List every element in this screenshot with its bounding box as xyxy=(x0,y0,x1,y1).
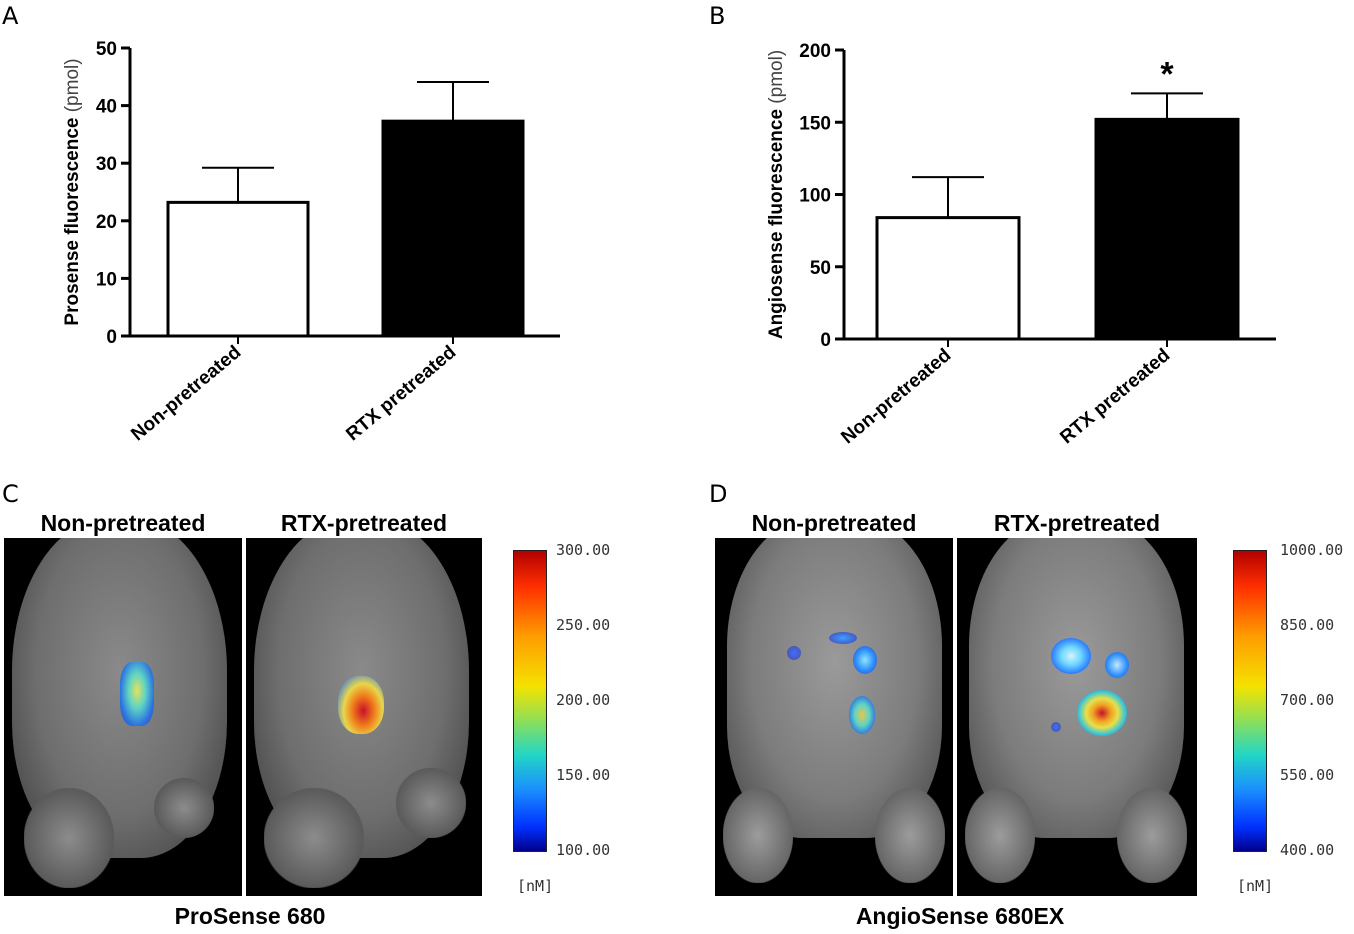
mouse-leg xyxy=(396,768,466,838)
y-tick-label: 200 xyxy=(799,41,831,62)
panel-d-scale-tick: 700.00 xyxy=(1280,691,1335,709)
mouse-leg xyxy=(875,788,945,883)
panel-d-right-image xyxy=(957,538,1197,896)
fluorescence-signal xyxy=(1077,690,1127,736)
panel-c-scale-tick: 100.00 xyxy=(556,841,611,859)
mouse-leg xyxy=(264,788,364,888)
panel-d-scale-tick: 400.00 xyxy=(1280,841,1335,859)
panel-d-unit: [nM] xyxy=(1237,877,1274,895)
panel-d-caption: AngioSense 680EX xyxy=(855,903,1065,929)
mouse-leg xyxy=(154,778,214,838)
bar xyxy=(1094,117,1240,341)
y-tick-label: 0 xyxy=(106,327,117,348)
panel-letter-b: B xyxy=(709,2,726,30)
x-tick-label: RTX pretreated xyxy=(1056,345,1174,449)
y-tick-label: 50 xyxy=(96,39,117,60)
mouse-leg xyxy=(723,788,793,883)
fluorescence-signal xyxy=(1051,722,1061,732)
mouse-leg xyxy=(965,788,1035,883)
y-tick-label: 20 xyxy=(96,212,117,233)
y-tick-label: 0 xyxy=(820,330,831,351)
y-tick-label: 150 xyxy=(799,113,831,134)
y-tick-label: 50 xyxy=(810,258,831,279)
panel-c-right-title: RTX-pretreated xyxy=(280,510,448,536)
panel-c-left-image xyxy=(4,538,242,896)
significance-marker: * xyxy=(1160,55,1174,93)
panel-d-scale-tick: 1000.00 xyxy=(1280,541,1344,559)
panel-c-left-title: Non-pretreated xyxy=(40,510,206,536)
fluorescence-signal xyxy=(338,676,384,734)
panel-c-scale-tick: 250.00 xyxy=(556,616,611,634)
chart-a-prosense: 0 10 20 30 40 50 Prosense fluorescence (pmol) N… xyxy=(62,39,560,446)
bar xyxy=(166,200,310,338)
panel-d-scale-tick: 550.00 xyxy=(1280,766,1335,784)
y-tick-label: 10 xyxy=(96,269,117,290)
fluorescence-signal xyxy=(849,696,875,734)
bar xyxy=(875,216,1021,341)
bar xyxy=(381,119,525,338)
mouse-leg xyxy=(1117,788,1187,883)
y-tick-label: 30 xyxy=(96,154,117,175)
panel-c-caption: ProSense 680 xyxy=(174,903,326,929)
fluorescence-signal xyxy=(120,662,154,726)
panel-d-right-title: RTX-pretreated xyxy=(993,510,1161,536)
panel-d-left-image xyxy=(715,538,953,896)
panel-d-scale-tick: 850.00 xyxy=(1280,616,1335,634)
panel-c-scale-tick: 150.00 xyxy=(556,766,611,784)
panel-letter-a: A xyxy=(2,2,19,30)
x-tick-label: Non-pretreated xyxy=(837,345,955,449)
fluorescence-signal xyxy=(1051,638,1091,674)
panel-c-scale-tick: 300.00 xyxy=(556,541,611,559)
fluorescence-signal xyxy=(829,632,857,644)
panel-d-color-scale xyxy=(1233,550,1267,852)
y-axis-label: Prosense fluorescence (pmol) xyxy=(62,58,83,325)
panel-c-color-scale xyxy=(513,550,547,852)
panel-d-left-title: Non-pretreated xyxy=(751,510,917,536)
mouse-leg xyxy=(24,788,114,888)
panel-c-scale-tick: 200.00 xyxy=(556,691,611,709)
chart-b-angiosense: 0 50 100 150 200 Angiosense fluorescence (pmo… xyxy=(766,41,1276,449)
y-axis-label: Angiosense fluorescence (pmol) xyxy=(766,50,787,339)
panel-c-unit: [nM] xyxy=(517,877,554,895)
fluorescence-signal xyxy=(1105,652,1129,678)
x-tick-label: RTX pretreated xyxy=(342,342,460,446)
y-tick-label: 100 xyxy=(799,186,831,207)
x-tick-label: Non-pretreated xyxy=(127,342,245,446)
fluorescence-signal xyxy=(853,646,877,674)
panel-letter-c: C xyxy=(2,480,19,508)
fluorescence-signal xyxy=(787,646,801,660)
y-tick-label: 40 xyxy=(96,97,117,118)
panel-letter-d: D xyxy=(709,480,728,508)
panel-c-right-image xyxy=(246,538,482,896)
